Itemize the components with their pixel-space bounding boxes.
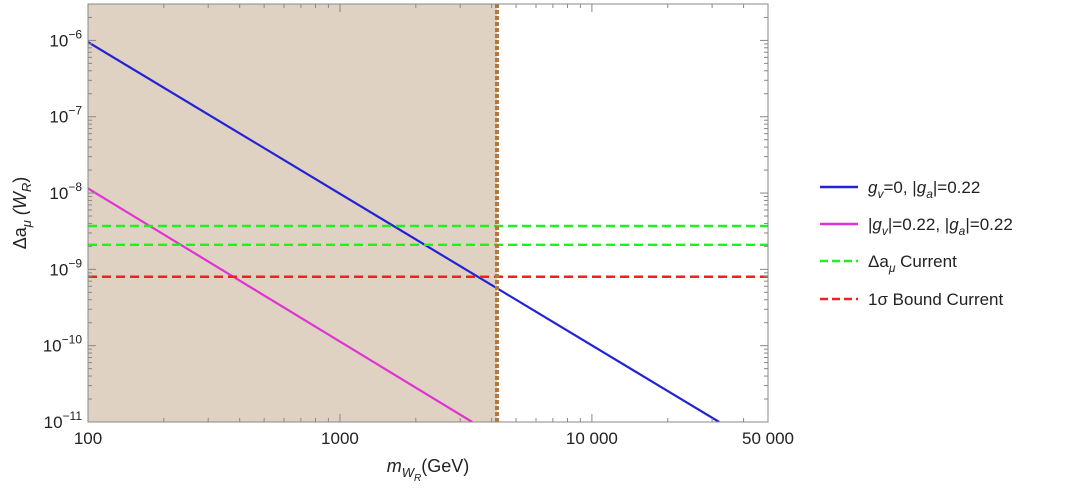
y-tick-label: 10−7 <box>49 104 82 127</box>
plot-frame <box>87 3 769 423</box>
y-axis: 10−11 10−10 10−9 10−8 10−7 10−6 Δaμ (WR) <box>10 3 768 432</box>
excluded-region <box>88 4 497 422</box>
legend: gv=0, |ga|=0.22 |gv|=0.22, |ga|=0.22 Δaμ C… <box>820 178 1013 309</box>
plot-series <box>88 4 768 422</box>
y-tick-label: 10−11 <box>44 409 83 432</box>
plot-border <box>87 3 769 423</box>
series-0-line <box>88 41 720 422</box>
y-tick-label: 10−6 <box>49 27 82 50</box>
y-tick-label: 10−8 <box>49 180 82 203</box>
y-axis-label: Δaμ (WR) <box>10 177 34 250</box>
legend-label-3: 1σ Bound Current <box>868 290 1004 309</box>
y-tick-label: 10−9 <box>49 256 82 279</box>
x-tick-label: 100 <box>74 429 102 448</box>
y-tick-label: 10−10 <box>43 333 83 356</box>
x-axis-label: mWR(GeV) <box>387 456 470 484</box>
series-1-line <box>88 187 473 422</box>
x-tick-label: 10 000 <box>566 429 618 448</box>
x-tick-label: 50 000 <box>742 429 794 448</box>
plot-background <box>88 4 497 422</box>
x-axis: 100 1000 10 000 50 000 mWR(GeV) <box>74 4 794 484</box>
legend-label-2: Δaμ Current <box>868 252 957 275</box>
x-tick-label: 1000 <box>321 429 359 448</box>
legend-label-1: |gv|=0.22, |ga|=0.22 <box>868 215 1013 238</box>
legend-label-0: gv=0, |ga|=0.22 <box>868 178 980 201</box>
